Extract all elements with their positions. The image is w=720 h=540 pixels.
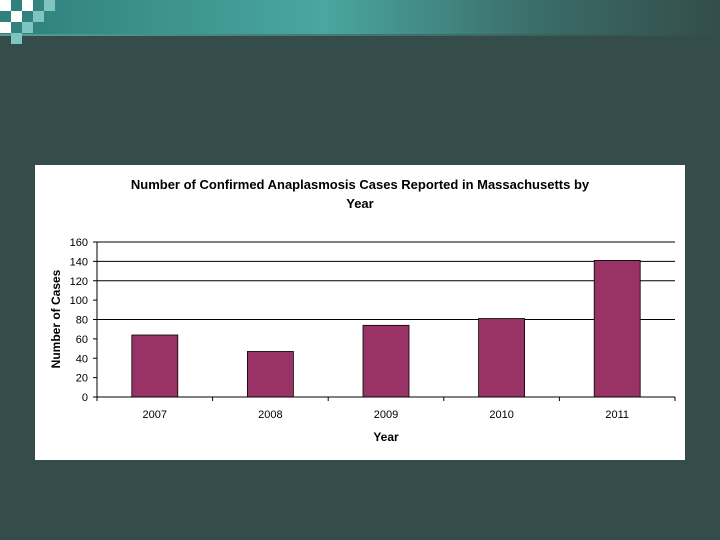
y-tick-label-3: 60 bbox=[76, 334, 88, 346]
y-axis-title: Number of Cases bbox=[49, 269, 63, 368]
x-tick-label-4: 2011 bbox=[605, 409, 629, 421]
y-tick-label-7: 140 bbox=[70, 256, 88, 268]
x-axis-title: Year bbox=[373, 430, 399, 444]
y-tick-label-1: 20 bbox=[76, 373, 88, 385]
bar-2007 bbox=[131, 334, 179, 398]
y-tick-label-2: 40 bbox=[76, 353, 88, 365]
y-tick-label-0: 0 bbox=[82, 392, 88, 404]
x-tick-label-0: 2007 bbox=[143, 409, 167, 421]
y-tick-label-8: 160 bbox=[70, 237, 88, 249]
bar-chart: Number of Confirmed Anaplasmosis Cases R… bbox=[49, 177, 676, 444]
title-band bbox=[0, 0, 720, 34]
title-band-rule bbox=[0, 34, 720, 36]
y-tick-label-6: 120 bbox=[70, 276, 88, 288]
bar-2010 bbox=[478, 318, 526, 398]
x-tick-label-1: 2008 bbox=[258, 409, 282, 421]
chart-title-line-2: Year bbox=[346, 196, 373, 211]
y-tick-label-4: 80 bbox=[76, 315, 88, 327]
chart-title-line-1: Number of Confirmed Anaplasmosis Cases R… bbox=[131, 177, 590, 192]
decorative-squares-icon bbox=[0, 0, 55, 44]
bar-2008 bbox=[246, 351, 294, 398]
x-tick-label-2: 2009 bbox=[374, 409, 398, 421]
x-tick-label-3: 2010 bbox=[489, 409, 513, 421]
y-tick-label-5: 100 bbox=[70, 295, 88, 307]
bar-2009 bbox=[362, 324, 410, 398]
bar-2011 bbox=[593, 260, 641, 398]
chart-panel: Number of Confirmed Anaplasmosis Cases R… bbox=[35, 165, 685, 460]
